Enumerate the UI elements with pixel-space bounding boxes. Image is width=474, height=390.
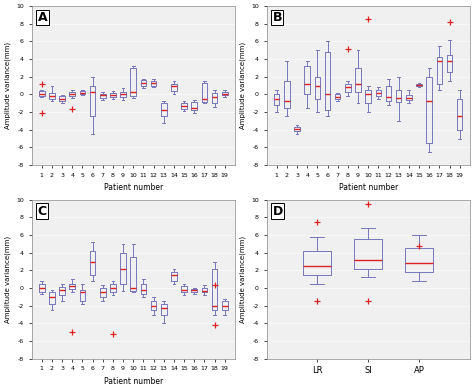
Y-axis label: Amplitude variance(mm): Amplitude variance(mm) [4, 236, 11, 323]
X-axis label: Patient number: Patient number [338, 183, 398, 192]
Text: D: D [273, 204, 283, 218]
X-axis label: Patient number: Patient number [104, 377, 163, 386]
Y-axis label: Amplitude variance(mm): Amplitude variance(mm) [4, 42, 11, 129]
Text: B: B [273, 11, 282, 24]
Y-axis label: Amplitude variance(mm): Amplitude variance(mm) [239, 42, 246, 129]
Text: A: A [38, 11, 47, 24]
X-axis label: Patient number: Patient number [104, 183, 163, 192]
Y-axis label: Amplitude variance(mm): Amplitude variance(mm) [239, 236, 246, 323]
Text: C: C [38, 204, 47, 218]
